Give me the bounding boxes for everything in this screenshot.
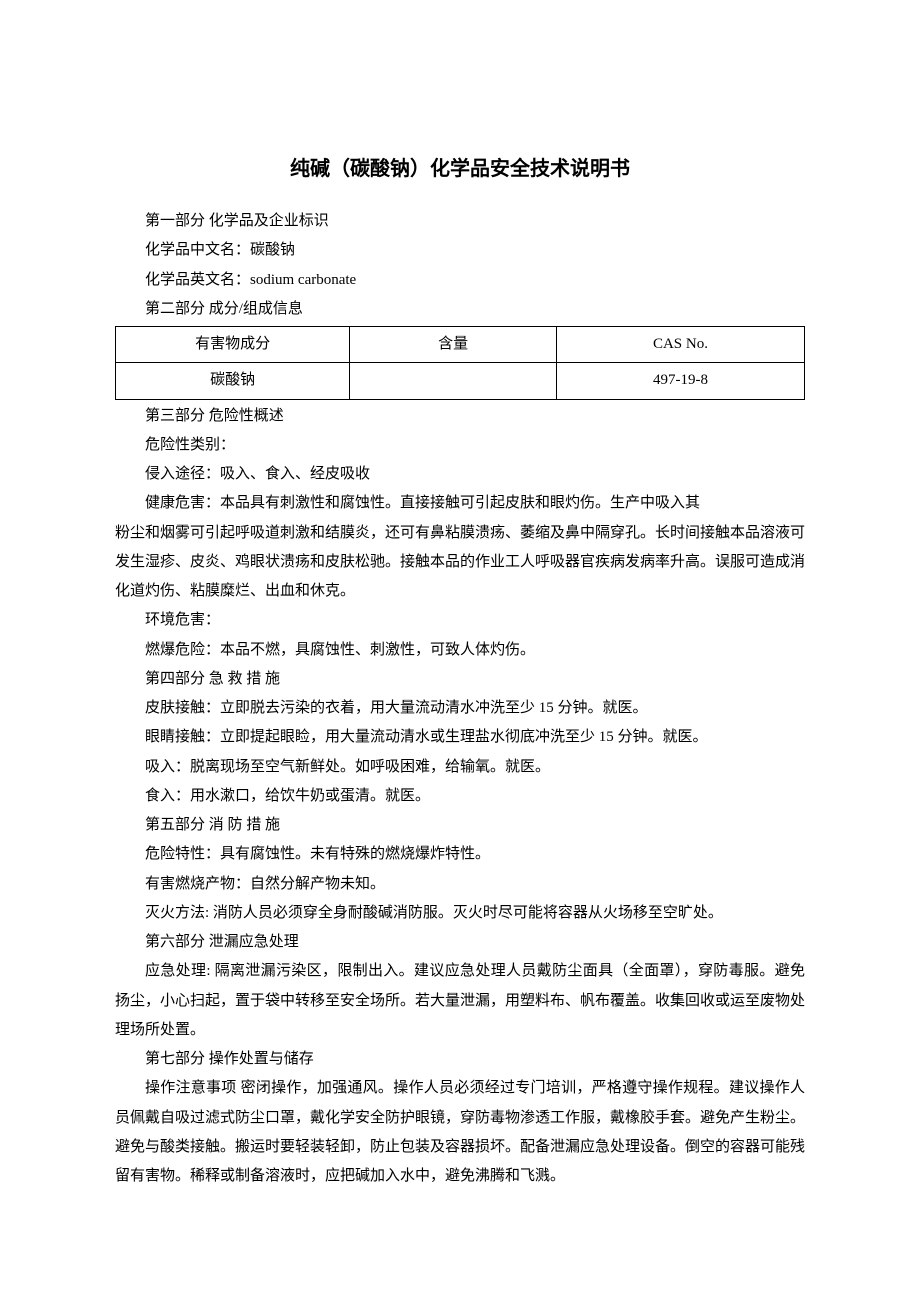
explosion-hazard: 燃爆危险：本品不燃，具腐蚀性、刺激性，可致人体灼伤。 (115, 636, 805, 665)
section4-header: 第四部分 急 救 措 施 (115, 665, 805, 694)
leak-body: 应急处理: 隔离泄漏污染区，限制出入。建议应急处理人员戴防尘面具（全面罩），穿防… (115, 957, 805, 1045)
handling-body: 操作注意事项 密闭操作，加强通风。操作人员必须经过专门培训，严格遵守操作规程。建… (115, 1074, 805, 1191)
section7-header: 第七部分 操作处置与储存 (115, 1045, 805, 1074)
hazard-category: 危险性类别： (115, 431, 805, 460)
table-header-row: 有害物成分 含量 CAS No. (116, 327, 805, 363)
table-cell-content (350, 363, 557, 399)
section6-header: 第六部分 泄漏应急处理 (115, 928, 805, 957)
table-header-cas: CAS No. (556, 327, 804, 363)
section3-header: 第三部分 危险性概述 (115, 402, 805, 431)
health-hazard-line1: 健康危害：本品具有刺激性和腐蚀性。直接接触可引起皮肤和眼灼伤。生产中吸入其 (115, 489, 805, 518)
table-header-content: 含量 (350, 327, 557, 363)
firstaid-skin: 皮肤接触：立即脱去污染的衣着，用大量流动清水冲洗至少 15 分钟。就医。 (115, 694, 805, 723)
entry-route: 侵入途径：吸入、食入、经皮吸收 (115, 460, 805, 489)
chemical-en-name: 化学品英文名：sodium carbonate (115, 266, 805, 295)
firstaid-ingest: 食入：用水漱口，给饮牛奶或蛋清。就医。 (115, 782, 805, 811)
section1-header: 第一部分 化学品及企业标识 (115, 207, 805, 236)
section5-header: 第五部分 消 防 措 施 (115, 811, 805, 840)
firstaid-inhale: 吸入：脱离现场至空气新鲜处。如呼吸困难，给输氧。就医。 (115, 753, 805, 782)
document-title: 纯碱（碳酸钠）化学品安全技术说明书 (115, 150, 805, 189)
firstaid-eye: 眼睛接触：立即提起眼睑，用大量流动清水或生理盐水彻底冲洗至少 15 分钟。就医。 (115, 723, 805, 752)
chemical-cn-name: 化学品中文名：碳酸钠 (115, 236, 805, 265)
env-hazard: 环境危害： (115, 606, 805, 635)
health-hazard-body: 粉尘和烟雾可引起呼吸道刺激和结膜炎，还可有鼻粘膜溃疡、萎缩及鼻中隔穿孔。长时间接… (115, 519, 805, 607)
fire-hazard: 危险特性：具有腐蚀性。未有特殊的燃烧爆炸特性。 (115, 840, 805, 869)
table-cell-cas: 497-19-8 (556, 363, 804, 399)
section2-header: 第二部分 成分/组成信息 (115, 295, 805, 324)
document-page: 纯碱（碳酸钠）化学品安全技术说明书 第一部分 化学品及企业标识 化学品中文名：碳… (0, 0, 920, 1291)
composition-table: 有害物成分 含量 CAS No. 碳酸钠 497-19-8 (115, 326, 805, 400)
table-cell-ingredient: 碳酸钠 (116, 363, 350, 399)
table-row: 碳酸钠 497-19-8 (116, 363, 805, 399)
table-header-ingredient: 有害物成分 (116, 327, 350, 363)
fire-extinguish: 灭火方法: 消防人员必须穿全身耐酸碱消防服。灭火时尽可能将容器从火场移至空旷处。 (115, 899, 805, 928)
fire-combustion: 有害燃烧产物：自然分解产物未知。 (115, 870, 805, 899)
